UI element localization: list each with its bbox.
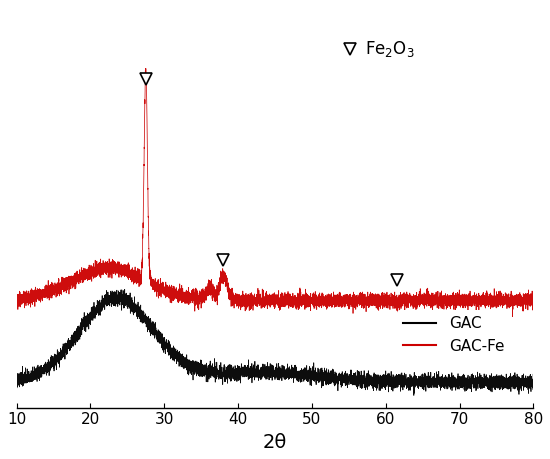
Text: Fe$_2$O$_3$: Fe$_2$O$_3$: [365, 39, 415, 59]
X-axis label: 2θ: 2θ: [263, 433, 287, 452]
Legend: GAC, GAC-Fe: GAC, GAC-Fe: [397, 310, 510, 360]
